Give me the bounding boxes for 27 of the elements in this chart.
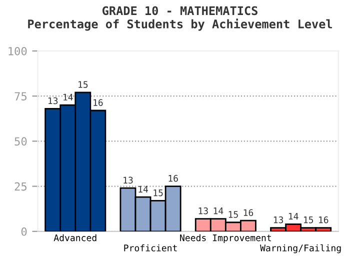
text: 14	[138, 186, 148, 192]
text: 15	[304, 216, 314, 224]
chart-subtitle: Percentage of Students by Achievement Level	[28, 18, 332, 31]
text: 16	[168, 174, 178, 182]
chart-title: GRADE 10 - MATHEMATICS	[102, 6, 258, 16]
text: 15	[154, 189, 163, 196]
series-label: 13	[48, 97, 58, 104]
y-tick-label: 75	[14, 92, 26, 100]
y-tick-label: 100	[8, 46, 27, 56]
y-tick-label: 0	[21, 227, 27, 236]
series-label: 16	[94, 99, 103, 106]
text: 15	[228, 211, 238, 218]
y-tick-label: 50	[14, 137, 27, 146]
y-tick-label: 25	[14, 182, 26, 191]
text: 13	[124, 176, 133, 184]
x-tick-label: Needs Improvement	[180, 234, 271, 243]
text: 14	[288, 212, 298, 220]
x-tick-label: Proficient	[124, 244, 177, 252]
text: 16	[244, 209, 254, 216]
series-label: 14	[64, 94, 73, 100]
text: 13	[198, 207, 208, 214]
x-tick-label: Advanced	[54, 234, 96, 242]
text: 16	[319, 216, 328, 224]
text: 13	[274, 216, 284, 224]
x-tick-label: Warning/Failing	[260, 244, 341, 254]
series-label: 15	[78, 81, 88, 88]
text: 14	[214, 208, 224, 214]
